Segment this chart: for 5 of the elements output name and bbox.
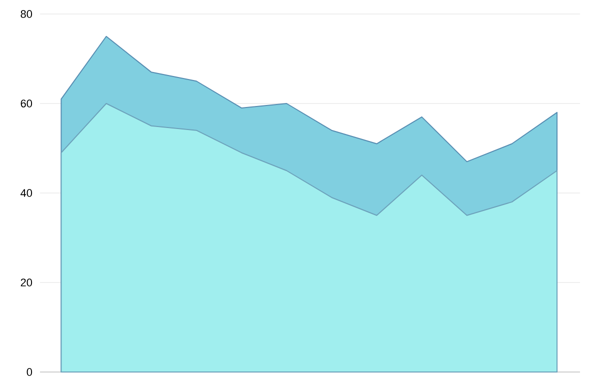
y-tick-label: 40 — [20, 189, 32, 197]
y-tick-label: 0 — [26, 368, 32, 376]
y-tick-label: 60 — [20, 100, 32, 108]
y-tick-label: 80 — [20, 10, 32, 18]
y-tick-label: 20 — [20, 278, 32, 286]
